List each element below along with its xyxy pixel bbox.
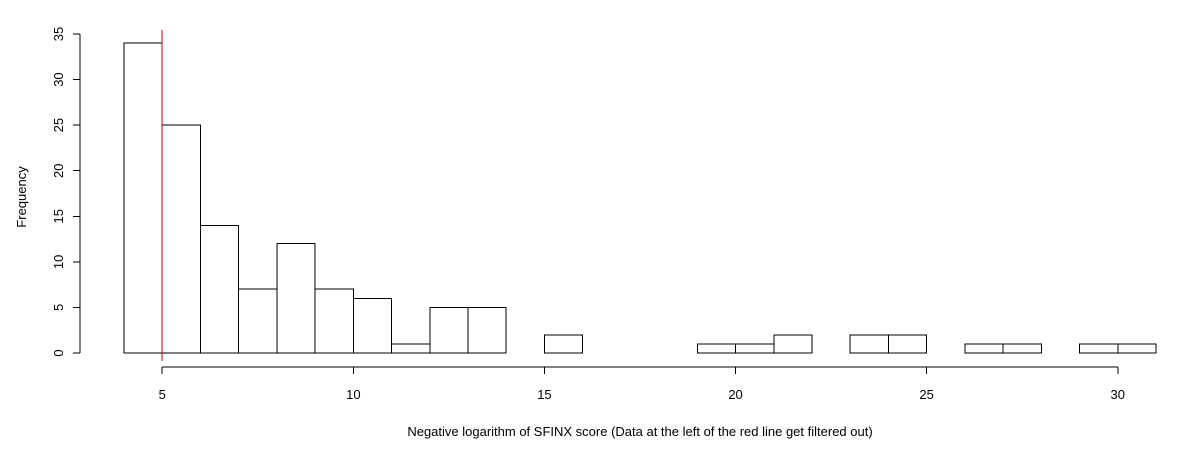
histogram-bar [696, 343, 737, 354]
x-tick-label: 10 [346, 387, 360, 402]
histogram-bar [964, 343, 1004, 354]
y-tick-label: 20 [51, 163, 66, 177]
histogram-bar [1117, 343, 1157, 354]
histogram-bar [429, 306, 469, 354]
histogram-bar [238, 288, 278, 354]
histogram-bar [887, 334, 928, 354]
y-tick-label: 5 [51, 304, 66, 311]
y-tick-label: 35 [51, 27, 66, 41]
y-tick-label: 0 [51, 349, 66, 356]
y-axis-label: Frequency [14, 166, 29, 228]
histogram-bars [123, 42, 1157, 354]
histogram-bar [543, 334, 584, 354]
x-tick-label: 5 [159, 387, 166, 402]
histogram-bar [314, 288, 354, 354]
histogram-bar [199, 224, 240, 354]
histogram-bar [735, 343, 775, 354]
histogram-bar [391, 343, 431, 354]
y-tick-label: 25 [51, 118, 66, 132]
histogram-bar [773, 334, 813, 354]
x-tick-label: 30 [1111, 387, 1125, 402]
histogram-bar [467, 306, 507, 354]
histogram-bar [849, 334, 889, 354]
histogram-bar [276, 243, 316, 354]
x-tick-label: 15 [537, 387, 551, 402]
x-tick-label: 25 [919, 387, 933, 402]
y-axis: 0 5 10 15 20 25 30 35 [51, 27, 81, 357]
y-tick-label: 15 [51, 209, 66, 223]
histogram-bar [1002, 343, 1042, 354]
histogram-bar [123, 42, 163, 354]
x-axis-label: Negative logarithm of SFINX score (Data … [407, 424, 872, 439]
histogram-bar [352, 297, 393, 354]
histogram-bar [1079, 343, 1119, 354]
y-tick-label: 10 [51, 255, 66, 269]
y-tick-label: 30 [51, 72, 66, 86]
x-tick-label: 20 [728, 387, 742, 402]
histogram-bar [161, 124, 201, 354]
x-axis: 5 10 15 20 25 30 [159, 366, 1125, 402]
